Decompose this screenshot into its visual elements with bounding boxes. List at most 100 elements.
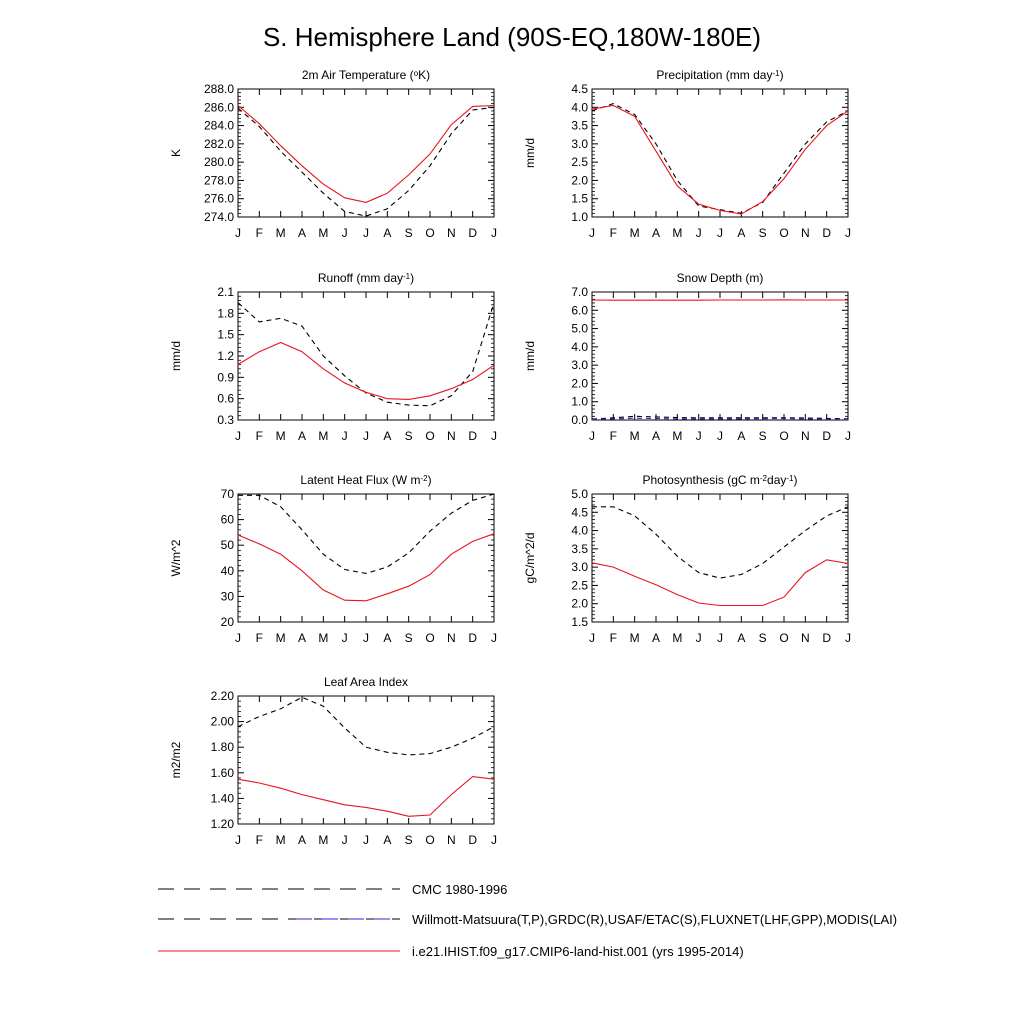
- plot-frame: [237, 291, 495, 421]
- x-tick-label: O: [425, 429, 434, 443]
- panel-title: Leaf Area Index: [324, 675, 408, 689]
- y-axis-title: mm/d: [169, 341, 183, 371]
- title-main: Snow Depth (m): [677, 271, 764, 285]
- y-tick-label: 2.5: [571, 155, 588, 169]
- y-tick-label: 4.5: [571, 505, 588, 519]
- x-tick-label: J: [491, 429, 497, 443]
- panel-title: 2m Air Temperature (oK): [302, 68, 430, 82]
- x-tick-label: M: [630, 226, 640, 240]
- series-line-1: [592, 506, 849, 579]
- x-tick-label: O: [779, 429, 788, 443]
- y-tick-label: 0.9: [217, 370, 234, 384]
- y-tick-label: 1.60: [211, 766, 235, 780]
- y-tick-label: 2.1: [217, 285, 234, 299]
- x-tick-label: A: [383, 631, 391, 645]
- y-axis-title: mm/d: [523, 341, 537, 371]
- x-tick-label: N: [801, 631, 810, 645]
- x-tick-label: S: [405, 833, 413, 847]
- title-main: Runoff (mm day: [318, 271, 403, 285]
- y-tick-label: 1.5: [571, 615, 588, 629]
- title-main: 2m Air Temperature (: [302, 68, 414, 82]
- x-tick-label: M: [276, 631, 286, 645]
- y-tick-label: 4.0: [571, 524, 588, 538]
- x-tick-label: S: [759, 429, 767, 443]
- y-axis-title: W/m^2: [169, 539, 183, 576]
- x-tick-label: A: [737, 226, 745, 240]
- y-tick-label: 4.5: [571, 82, 588, 96]
- x-tick-label: F: [610, 429, 617, 443]
- x-tick-label: M: [672, 226, 682, 240]
- x-tick-label: A: [383, 429, 391, 443]
- title-end: ): [780, 68, 784, 82]
- plot-frame: [591, 493, 849, 623]
- x-tick-label: A: [652, 226, 660, 240]
- x-tick-label: F: [256, 631, 263, 645]
- x-tick-label: J: [845, 631, 851, 645]
- x-tick-label: J: [363, 429, 369, 443]
- panel-6: Photosynthesis (gC m-2day-1)J F M A M J J A S O N D…: [523, 473, 851, 645]
- y-axis-title: mm/d: [523, 138, 537, 168]
- y-tick-label: 1.20: [211, 817, 235, 831]
- x-tick-label: F: [610, 226, 617, 240]
- x-tick-label: M: [630, 631, 640, 645]
- series-line-2: [591, 104, 849, 215]
- legend-label: i.e21.IHIST.f09_g17.CMIP6-land-hist.001 …: [412, 944, 744, 959]
- legend-item-3: i.e21.IHIST.f09_g17.CMIP6-land-hist.001 …: [158, 944, 744, 959]
- panel-title: Snow Depth (m): [677, 271, 764, 285]
- y-tick-label: 2.0: [571, 173, 588, 187]
- title-middle: day: [767, 473, 786, 487]
- x-tick-label: J: [845, 226, 851, 240]
- x-tick-label: M: [276, 226, 286, 240]
- y-tick-label: 278.0: [204, 173, 234, 187]
- x-tick-label: O: [425, 226, 434, 240]
- x-tick-label: N: [447, 631, 456, 645]
- panel-4: Snow Depth (m)J F M A M J J A S O N D J0.01.02.03.04…: [523, 271, 851, 443]
- y-tick-label: 0.6: [217, 392, 234, 406]
- y-tick-label: 280.0: [204, 155, 234, 169]
- x-tick-label: J: [717, 631, 723, 645]
- y-tick-label: 274.0: [204, 210, 234, 224]
- y-tick-label: 2.0: [571, 597, 588, 611]
- y-tick-label: 7.0: [571, 285, 588, 299]
- y-tick-label: 4.0: [571, 340, 588, 354]
- series-line-1: [591, 415, 849, 420]
- x-tick-label: J: [491, 631, 497, 645]
- y-tick-label: 40: [221, 564, 235, 578]
- x-tick-label: J: [589, 226, 595, 240]
- y-tick-label: 1.0: [571, 395, 588, 409]
- x-tick-label: M: [276, 833, 286, 847]
- x-tick-label: J: [717, 226, 723, 240]
- x-tick-label: D: [468, 833, 477, 847]
- y-axis-title: gC/m^2/d: [523, 533, 537, 584]
- x-tick-label: J: [342, 429, 348, 443]
- x-tick-label: A: [652, 429, 660, 443]
- panel-title: Latent Heat Flux (W m-2): [300, 473, 431, 487]
- panel-5: Latent Heat Flux (W m-2)J F M A M J J A S O N D J203…: [169, 473, 497, 645]
- legend: CMC 1980-1996 Willmott-Matsuura(T,P),GRDC…: [158, 882, 897, 959]
- plot-frame: [237, 88, 495, 218]
- y-tick-label: 3.5: [571, 119, 588, 133]
- series-line-1: [237, 302, 495, 407]
- x-tick-label: O: [425, 833, 434, 847]
- y-tick-label: 5.0: [571, 487, 588, 501]
- x-tick-label: J: [491, 833, 497, 847]
- legend-item-2: Willmott-Matsuura(T,P),GRDC(R),USAF/ETAC…: [158, 912, 897, 927]
- x-tick-label: M: [318, 226, 328, 240]
- x-tick-label: J: [845, 429, 851, 443]
- x-tick-label: O: [779, 631, 788, 645]
- x-tick-label: A: [383, 833, 391, 847]
- title-superscript-2: -1: [786, 474, 794, 483]
- title-main: Photosynthesis (gC m: [643, 473, 760, 487]
- y-axis-title: m2/m2: [169, 741, 183, 778]
- x-tick-label: J: [696, 429, 702, 443]
- series-line-2: [237, 776, 495, 817]
- plot-frame: [237, 493, 495, 623]
- panel-3: Runoff (mm day-1)J F M A M J J A S O N D J0.30.60.91…: [169, 271, 497, 443]
- x-tick-label: J: [363, 833, 369, 847]
- main-title: S. Hemisphere Land (90S-EQ,180W-180E): [263, 22, 761, 52]
- y-tick-label: 20: [221, 615, 235, 629]
- y-tick-label: 6.0: [571, 303, 588, 317]
- x-tick-label: A: [298, 631, 306, 645]
- x-tick-label: D: [822, 429, 831, 443]
- title-main: Leaf Area Index: [324, 675, 408, 689]
